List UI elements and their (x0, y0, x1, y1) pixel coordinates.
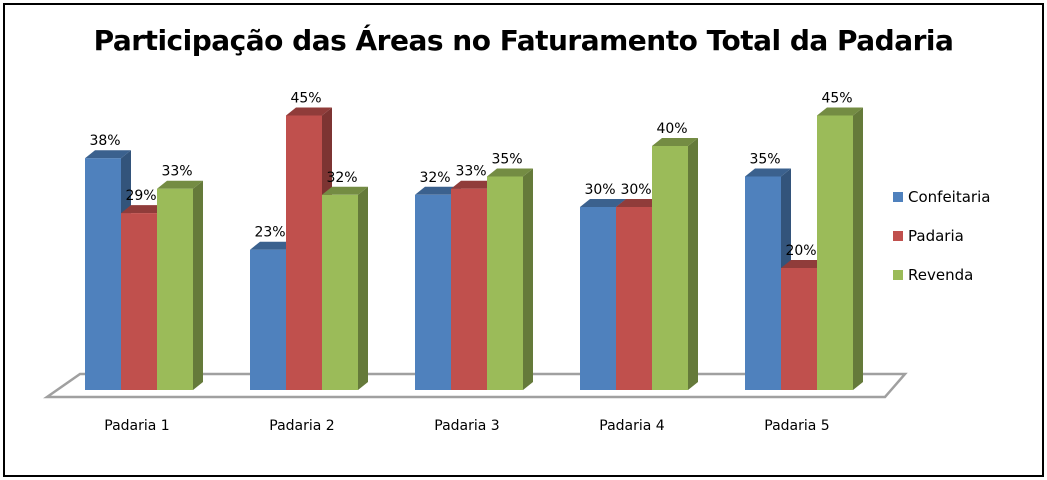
chart-floor (43, 372, 908, 399)
data-label: 30% (584, 182, 615, 198)
data-label: 23% (254, 225, 285, 241)
bar-top (580, 199, 626, 207)
x-tick-label: Padaria 2 (269, 418, 334, 434)
data-label: 45% (290, 91, 321, 107)
bar-side (523, 168, 533, 390)
legend-swatch-padaria (893, 231, 903, 241)
bar-top (781, 260, 827, 268)
bar-confeitaria-4 (580, 207, 616, 390)
bar-confeitaria-1 (85, 158, 121, 390)
bar-revenda-3 (487, 176, 523, 390)
bar-padaria-1 (121, 213, 157, 390)
bar-top (250, 241, 296, 250)
bar-top (817, 107, 863, 116)
data-label: 38% (89, 133, 120, 149)
data-label: 33% (161, 164, 192, 180)
bar-side (193, 180, 203, 390)
legend-label: Revenda (908, 266, 973, 284)
data-label: 32% (419, 170, 450, 186)
bar-side (358, 186, 368, 390)
bar-padaria-4 (616, 207, 652, 390)
bar-revenda-2 (322, 194, 358, 390)
data-label: 45% (821, 91, 852, 107)
bar-revenda-5 (817, 115, 853, 390)
chart-frame (3, 3, 1044, 477)
legend-swatch-confeitaria (893, 192, 903, 202)
bar-padaria-3 (451, 188, 487, 390)
x-tick-label: Padaria 1 (104, 418, 169, 434)
bar-top (85, 150, 131, 159)
bar-confeitaria-3 (415, 194, 451, 390)
bar-top (745, 168, 791, 177)
legend-label: Confeitaria (908, 188, 990, 206)
bar-top (415, 186, 461, 195)
bar-top (451, 180, 497, 189)
bar-revenda-4 (652, 146, 688, 390)
bar-padaria-5 (781, 268, 817, 390)
bar-top (157, 180, 203, 189)
bar-revenda-1 (157, 188, 193, 390)
bar-confeitaria-2 (250, 249, 286, 390)
bar-top (487, 168, 533, 177)
data-label: 33% (455, 164, 486, 180)
data-label: 35% (749, 152, 780, 168)
data-label: 40% (656, 121, 687, 137)
bar-side (853, 107, 863, 390)
bar-confeitaria-5 (745, 176, 781, 390)
bar-padaria-2 (286, 115, 322, 390)
legend-label: Padaria (908, 227, 964, 245)
x-tick-label: Padaria 4 (599, 418, 665, 434)
data-label: 35% (491, 152, 522, 168)
data-label: 20% (785, 243, 816, 259)
data-label: 32% (326, 170, 357, 186)
data-label: 30% (620, 182, 651, 198)
bar-top (616, 199, 662, 207)
data-label: 29% (125, 188, 156, 204)
x-tick-label: Padaria 5 (764, 418, 829, 434)
bar-top (322, 186, 368, 195)
bar-top (121, 205, 167, 214)
chart-title: Participação das Áreas no Faturamento To… (93, 24, 954, 57)
legend-swatch-revenda (893, 270, 903, 280)
x-tick-label: Padaria 3 (434, 418, 499, 434)
bar-top (286, 107, 332, 116)
bar-top (652, 138, 698, 146)
bar-side (688, 138, 698, 390)
